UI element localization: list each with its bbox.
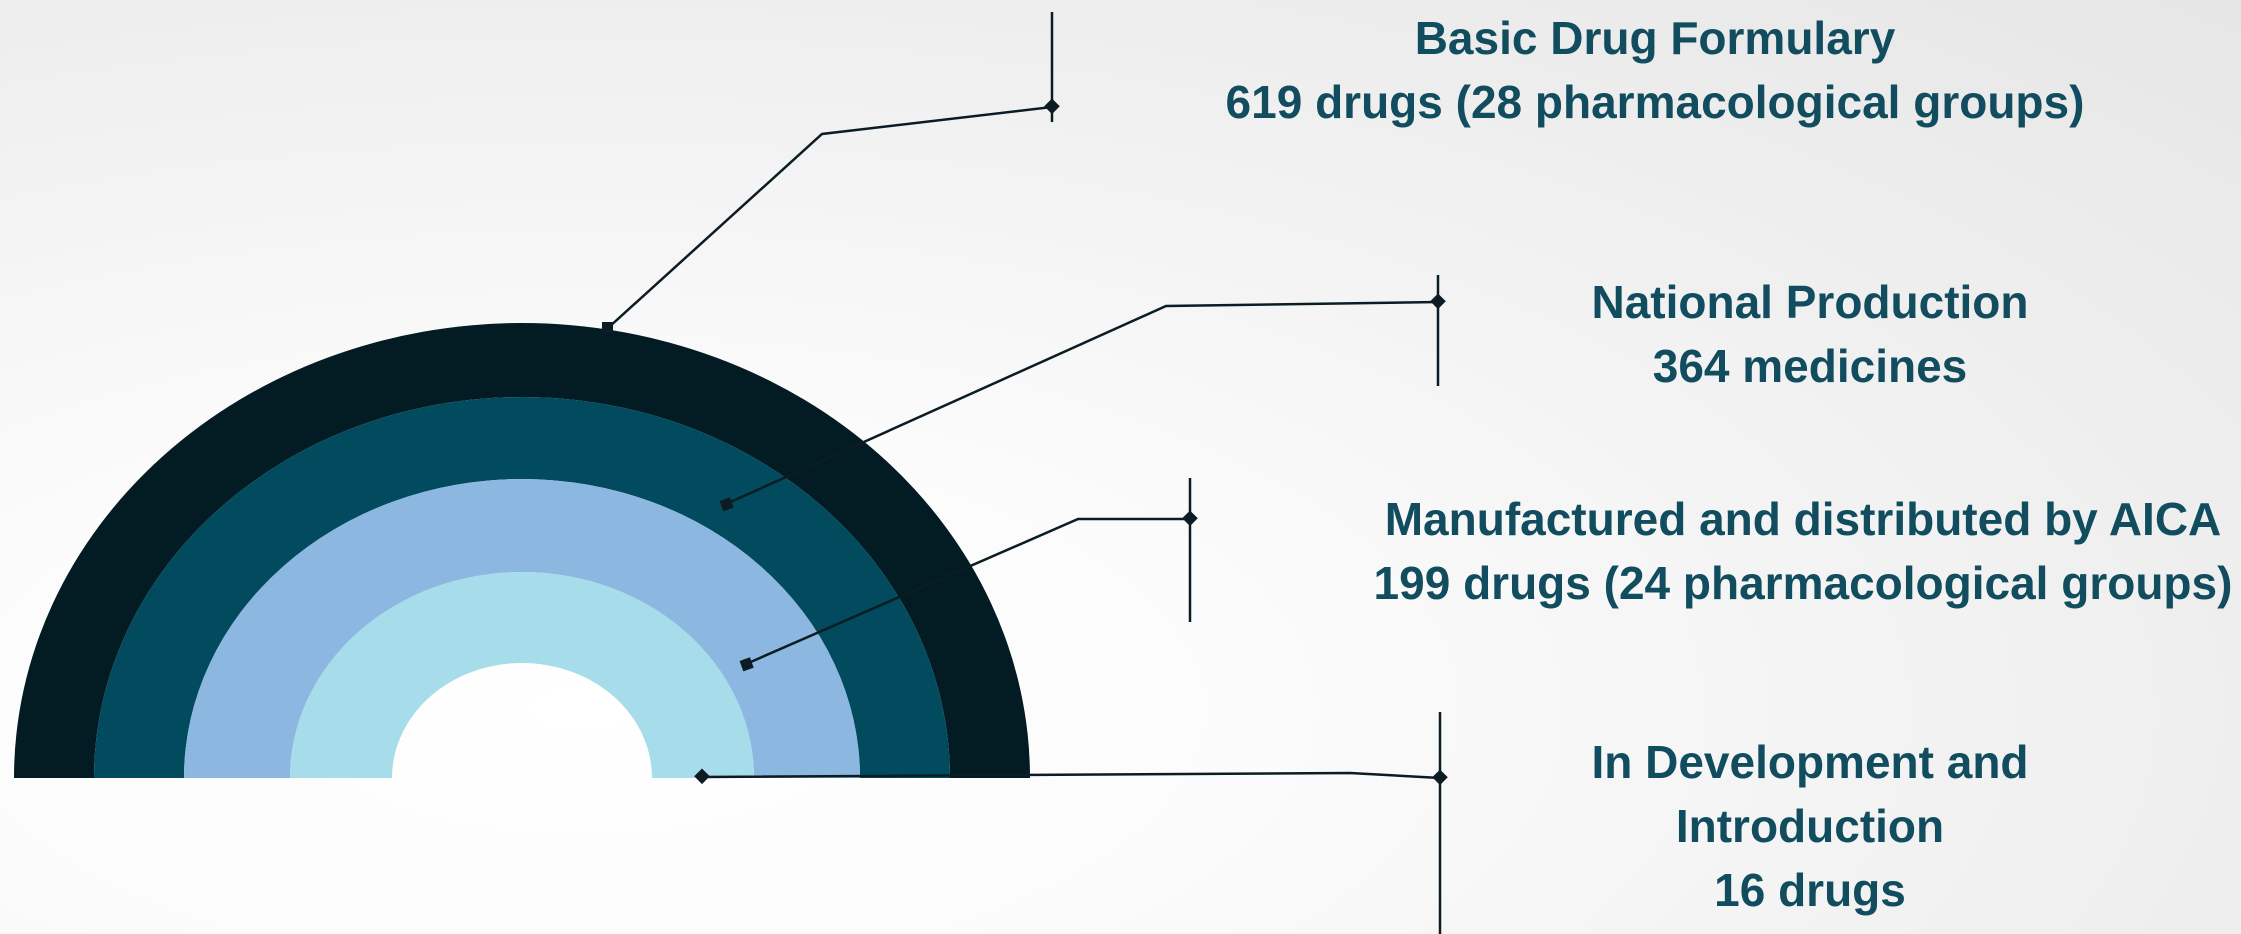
marker-national-start [719,497,734,512]
label-basic-detail: 619 drugs (28 pharmacological groups) [1225,76,2085,128]
ring-national-production [94,397,950,778]
label-in-development: In Development and Introduction 16 drugs [1510,730,2110,922]
label-dev-title-line1: In Development and [1591,736,2029,788]
connector-basic-drug-formulary [607,12,1054,329]
ring-aica [184,479,860,778]
ring-in-development [290,572,754,778]
label-aica: Manufactured and distributed by AICA 199… [1370,487,2236,615]
label-aica-title: Manufactured and distributed by AICA [1384,493,2222,545]
marker-aica-end [1182,510,1198,527]
marker-basic-end [1044,98,1060,115]
connector-markers [602,98,1448,786]
connector-in-development [701,712,1442,934]
label-national-detail: 364 medicines [1652,340,1968,392]
marker-dev-end [1432,769,1448,786]
marker-national-end [1430,293,1446,310]
connector-national-production [725,275,1440,506]
marker-basic-start [602,322,613,333]
marker-dev-start [694,768,710,785]
label-national-title: National Production [1591,276,2029,328]
label-dev-detail: 16 drugs [1714,864,1906,916]
ring-basic-drug-formulary [14,323,1030,778]
label-dev-title-line2: Introduction [1675,800,1945,852]
label-basic-title: Basic Drug Formulary [1414,12,1896,64]
label-basic-drug-formulary: Basic Drug Formulary 619 drugs (28 pharm… [1210,6,2100,134]
marker-aica-start [739,657,754,672]
connector-aica [745,478,1192,666]
label-national-production: National Production 364 medicines [1510,270,2110,398]
label-aica-detail: 199 drugs (24 pharmacological groups) [1373,557,2233,609]
